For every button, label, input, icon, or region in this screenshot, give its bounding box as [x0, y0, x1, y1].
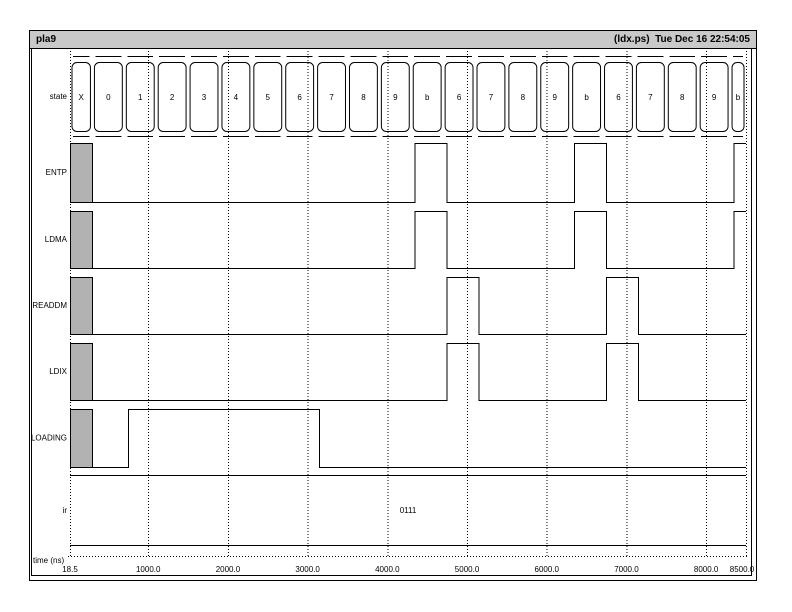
- state-box: [125, 62, 155, 132]
- plot-window: pla9 (ldx.ps) Tue Dec 16 22:54:05: [29, 30, 757, 581]
- state-value: 8: [361, 93, 366, 102]
- state-value: 9: [552, 93, 557, 102]
- signal-trace: [92, 343, 746, 401]
- state-value: 8: [521, 93, 526, 102]
- state-value: 6: [616, 93, 621, 102]
- state-box: [699, 62, 729, 132]
- time-tick-label: 18.5: [62, 565, 78, 574]
- state-box: [285, 62, 315, 132]
- bus-label: ir: [63, 506, 68, 515]
- time-tick-label: 2000.0: [216, 565, 241, 574]
- state-box: [253, 62, 283, 132]
- state-box: [444, 62, 474, 132]
- signal-label: ENTP: [46, 168, 67, 177]
- time-tick-label: 6000.0: [535, 565, 560, 574]
- state-box: [380, 62, 410, 132]
- unknown-region: [70, 211, 93, 269]
- signal-trace: [92, 277, 746, 335]
- state-row-label: state: [50, 92, 68, 101]
- state-value: 5: [266, 93, 271, 102]
- state-value: 9: [393, 93, 398, 102]
- state-box: [635, 62, 665, 132]
- state-box: [540, 62, 570, 132]
- signal-label: READDM: [32, 301, 67, 310]
- state-box: [412, 62, 442, 132]
- time-tick-label: 8500.0: [730, 565, 755, 574]
- state-value: 3: [202, 93, 207, 102]
- unknown-region: [70, 143, 93, 203]
- state-value: 4: [234, 93, 239, 102]
- time-tick-label: 4000.0: [375, 565, 400, 574]
- state-box: [317, 62, 346, 132]
- plot-inner-border: [31, 48, 752, 576]
- state-value: b: [736, 93, 741, 102]
- signal-trace: [92, 211, 746, 269]
- state-box: [572, 62, 602, 132]
- state-value: 6: [297, 93, 302, 102]
- window-title: pla9: [36, 34, 57, 45]
- state-box: [189, 62, 219, 132]
- state-box: [731, 62, 745, 132]
- state-value: X: [79, 93, 85, 102]
- time-axis-label: time (ns): [33, 556, 64, 565]
- signal-label: LDIX: [49, 367, 67, 376]
- state-value: b: [425, 93, 430, 102]
- time-tick-label: 7000.0: [614, 565, 639, 574]
- time-tick-label: 8000.0: [694, 565, 719, 574]
- time-tick-label: 5000.0: [455, 565, 480, 574]
- state-box: [476, 62, 506, 132]
- state-box: [667, 62, 697, 132]
- unknown-region: [70, 343, 93, 401]
- state-value: 0: [106, 93, 111, 102]
- state-value: 8: [680, 93, 685, 102]
- bus-value: 0111: [400, 506, 417, 515]
- file-timestamp: (ldx.ps) Tue Dec 16 22:54:05: [614, 34, 750, 45]
- state-value: 7: [648, 93, 653, 102]
- signal-label: LOADING: [31, 434, 67, 443]
- state-value: 1: [138, 93, 143, 102]
- time-tick-label: 1000.0: [136, 565, 161, 574]
- state-box: [348, 62, 378, 132]
- state-value: 2: [170, 93, 175, 102]
- state-box: [157, 62, 187, 132]
- signal-label: LDMA: [45, 235, 68, 244]
- state-box: [604, 62, 633, 132]
- time-tick-label: 3000.0: [295, 565, 320, 574]
- signal-trace: [92, 143, 746, 203]
- state-value: 6: [457, 93, 462, 102]
- unknown-region: [70, 277, 93, 335]
- state-value: 7: [329, 93, 334, 102]
- state-box: [508, 62, 538, 132]
- state-box: [221, 62, 251, 132]
- state-value: 9: [712, 93, 717, 102]
- state-box: [71, 62, 91, 132]
- state-box: [93, 62, 123, 132]
- unknown-region: [70, 409, 93, 468]
- signal-trace: [92, 409, 746, 468]
- state-value: 7: [489, 93, 494, 102]
- state-value: b: [584, 93, 589, 102]
